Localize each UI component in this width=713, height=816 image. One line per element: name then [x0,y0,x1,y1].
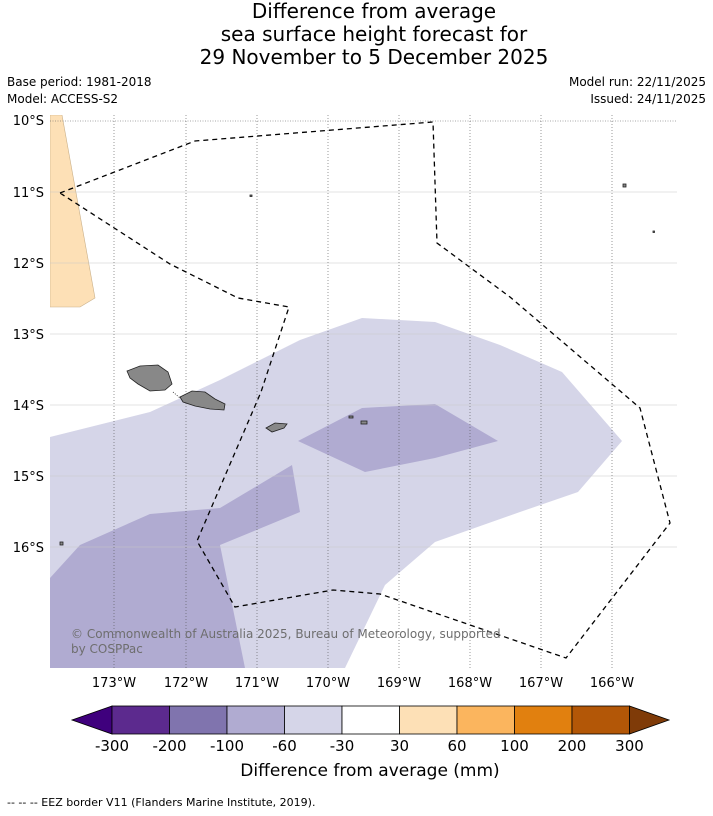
map-area [50,115,677,668]
colorbar-segment-1 [111,705,170,735]
title-line-1: Difference from average [251,0,497,23]
copyright-line-1: © Commonwealth of Australia 2025, Bureau… [71,627,501,641]
lon-label-172w: 172°W [164,676,208,691]
lat-label-15s: 15°S [13,470,44,485]
island-upolu [179,390,226,411]
map-title: Difference from average sea surface heig… [0,0,713,69]
island-savaii [126,364,173,392]
lat-label-12s: 12°S [13,257,44,272]
lat-label-14s: 14°S [13,399,44,414]
anomaly-region-mid-purple-southwest [50,465,300,668]
island-small-east [652,230,655,233]
copyright-line-2: by COSPPac [71,642,143,656]
island-reef-line [172,391,181,399]
eez-border-samoa [59,121,671,659]
colorbar: -300 -200 -100 -60 -30 30 60 100 200 300 [70,705,671,755]
meta-right: Model run: 22/11/2025 Issued: 24/11/2025 [569,74,706,108]
colorbar-tick-4: -60 [272,737,297,755]
colorbar-segment-7 [456,705,515,735]
model-run-text: Model run: 22/11/2025 [568,75,706,89]
island-small-west [59,541,64,546]
colorbar-tick-2: -200 [152,737,186,755]
island-tutuila [265,422,288,433]
colorbar-segment-3 [226,705,285,735]
island-swains [249,194,253,197]
colorbar-tick-5: -30 [330,737,355,755]
colorbar-arrow-left [70,705,113,735]
island-ofu [348,415,354,419]
title-line-2: sea surface height forecast for [220,22,528,46]
meta-left: Base period: 1981-2018 Model: ACCESS-S2 [7,74,152,108]
grid-lines [50,115,677,668]
colorbar-segment-8 [514,705,573,735]
colorbar-segment-2 [169,705,228,735]
colorbar-tick-6: 30 [390,737,409,755]
island-tau [360,420,368,425]
island-tokelau [622,183,627,188]
map-figure: © Commonwealth of Australia 2025, Bureau… [13,114,677,755]
base-period-text: Base period: 1981-2018 [7,75,152,89]
issued-text: Issued: 24/11/2025 [590,92,706,106]
lon-label-170w: 170°W [306,676,350,691]
colorbar-tick-1: -300 [95,737,129,755]
eez-borders [59,121,671,659]
lat-label-13s: 13°S [13,328,44,343]
lon-label-166w: 166°W [590,676,634,691]
lat-label-10s: 10°S [13,114,44,129]
colorbar-segment-5 [341,705,400,735]
colorbar-tick-10: 300 [615,737,644,755]
lat-label-16s: 16°S [13,541,44,556]
colorbar-segment-9 [571,705,630,735]
land-masses [59,183,655,546]
colorbar-title: Difference from average (mm) [240,761,500,781]
lon-label-168w: 168°W [448,676,492,691]
anomaly-region-light-orange [50,115,96,308]
lon-label-171w: 171°W [235,676,279,691]
latitude-labels: 10°S 11°S 12°S 13°S 14°S 15°S 16°S [13,114,44,556]
colorbar-segment-6 [399,705,458,735]
title-line-3: 29 November to 5 December 2025 [199,45,549,69]
colorbar-tick-9: 200 [558,737,587,755]
lon-label-169w: 169°W [377,676,421,691]
anomaly-region-mid-purple-east [298,404,498,472]
model-text: Model: ACCESS-S2 [7,92,119,106]
colorbar-tick-7: 60 [447,737,466,755]
lon-label-167w: 167°W [519,676,563,691]
colorbar-tick-8: 100 [500,737,529,755]
eez-footnote: -- -- -- EEZ border V11 (Flanders Marine… [7,796,316,809]
colorbar-arrow-right [629,705,671,735]
lat-label-11s: 11°S [13,186,44,201]
colorbar-segment-4 [284,705,343,735]
colorbar-tick-3: -100 [210,737,244,755]
longitude-labels: 173°W 172°W 171°W 170°W 169°W 168°W 167°… [92,676,634,691]
lon-label-173w: 173°W [92,676,136,691]
